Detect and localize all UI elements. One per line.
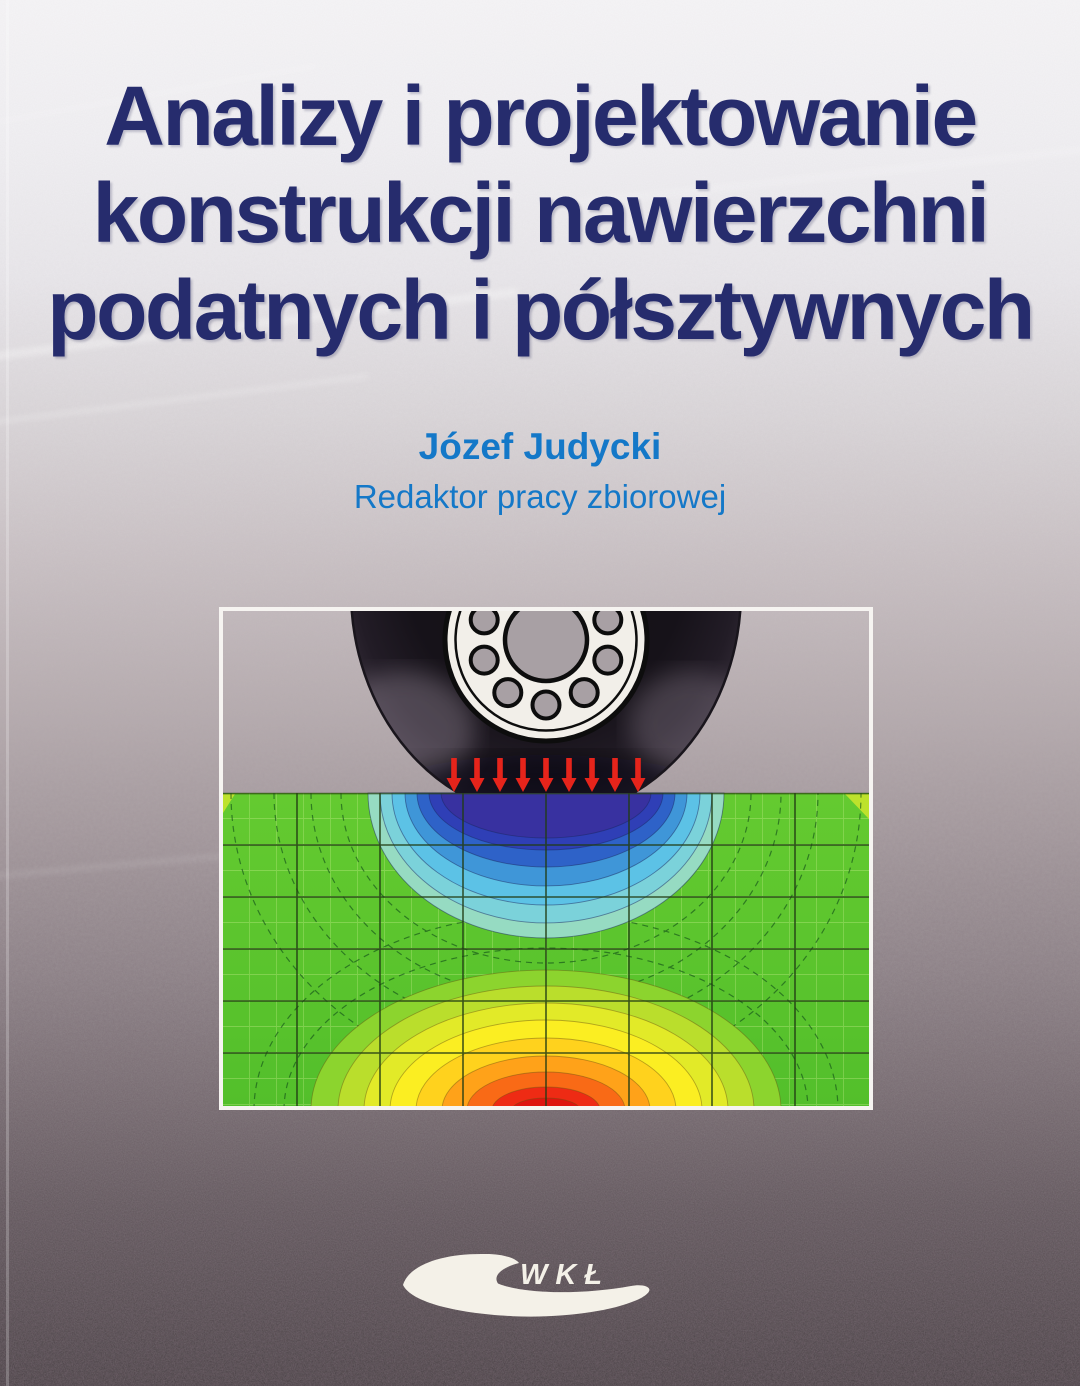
title-line-2: konstrukcji nawierzchni (92, 166, 990, 260)
wkl-logo-text: WKŁ (520, 1259, 610, 1291)
tire (350, 611, 742, 793)
fem-grid (223, 793, 869, 1106)
title-line-3: podatnych i półsztywnych (47, 263, 1035, 357)
figure-panel (219, 607, 873, 1110)
book-title: Analizy i projektowanie konstrukcji nawi… (0, 68, 1080, 359)
hub-center-hole (502, 611, 590, 684)
author-block: Józef Judycki Redaktor pracy zbiorowej (0, 425, 1080, 517)
load-arrows (446, 758, 646, 792)
spine-highlight (6, 0, 9, 1386)
tire-load-stress-figure (223, 611, 869, 1106)
title-line-1: Analizy i projektowanie (104, 69, 978, 163)
wkl-swoosh-icon (403, 1253, 650, 1317)
bolt-holes (468, 611, 624, 721)
wheel-hub (442, 611, 650, 744)
publisher-logo: WKŁ (398, 1250, 663, 1322)
stress-contour-plot (223, 792, 869, 1106)
author-role: Redaktor pracy zbiorowej (353, 478, 727, 515)
author-name: Józef Judycki (418, 426, 662, 467)
